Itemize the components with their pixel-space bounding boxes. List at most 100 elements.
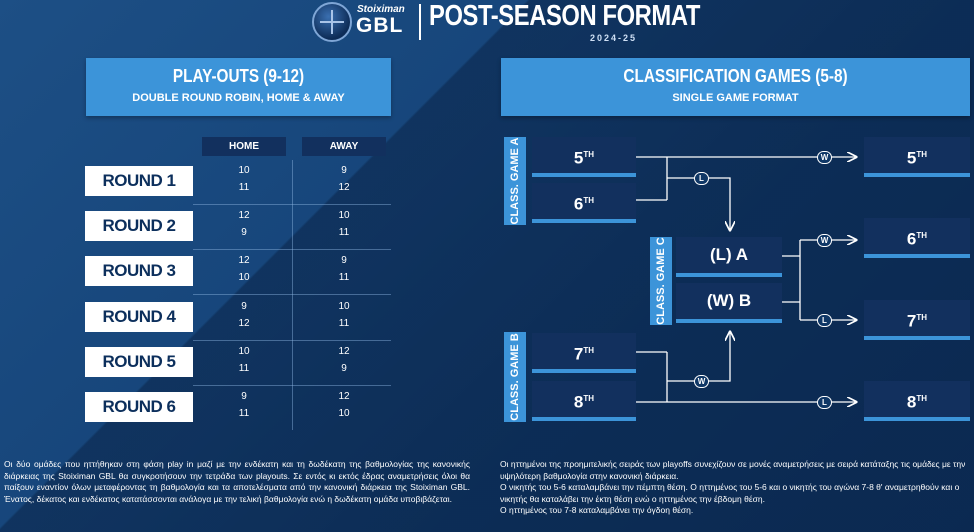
loss-tag: L — [817, 314, 832, 327]
round-label: ROUND 1 — [85, 166, 193, 196]
round-label: ROUND 6 — [85, 392, 193, 422]
home-team-value: 12 — [238, 210, 250, 221]
game-b-team-2: 8TH — [532, 381, 636, 421]
game-a-team-2: 6TH — [532, 183, 636, 223]
round-row: ROUND 3 12 10 9 11 — [85, 252, 391, 295]
result-8th-number: 8 — [906, 392, 917, 412]
round-label: ROUND 2 — [85, 211, 193, 241]
round-row: ROUND 4 9 12 10 11 — [85, 298, 391, 341]
game-a-team-1-number: 5 — [573, 148, 584, 168]
away-team-value: 10 — [338, 301, 350, 312]
page-title: POST-SEASON FORMAT — [429, 0, 700, 32]
playouts-description: Οι δύο ομάδες που ηττήθηκαν στη φάση pla… — [4, 459, 470, 504]
win-tag: W — [817, 151, 832, 164]
row-divider — [193, 204, 391, 205]
classification-subtitle: SINGLE GAME FORMAT — [672, 92, 799, 104]
game-c-team-2: (W) B — [676, 283, 782, 323]
row-divider — [193, 385, 391, 386]
away-team-value: 10 — [338, 408, 350, 419]
round-label: ROUND 5 — [85, 347, 193, 377]
result-5th: 5TH — [864, 137, 970, 177]
win-tag: W — [694, 375, 709, 388]
away-team-value: 11 — [338, 318, 350, 329]
round-row: ROUND 5 10 11 12 9 — [85, 343, 391, 386]
playouts-title: PLAY-OUTS (9-12) — [172, 66, 305, 86]
result-8th-ordinal: TH — [916, 394, 928, 403]
away-team-value: 11 — [338, 227, 350, 238]
game-a-tag: CLASS. GAME A — [504, 137, 526, 225]
home-team-value: 10 — [238, 165, 250, 176]
playouts-header: PLAY-OUTS (9-12) DOUBLE ROUND ROBIN, HOM… — [86, 58, 391, 116]
home-team-value: 9 — [241, 391, 247, 402]
game-b-team-2-ordinal: TH — [583, 394, 595, 403]
away-team-value: 9 — [341, 255, 347, 266]
loss-tag: L — [694, 172, 709, 185]
loss-tag: L — [817, 396, 832, 409]
game-a-team-2-ordinal: TH — [583, 196, 595, 205]
logo-brand: GBL — [356, 14, 404, 37]
game-a-team-1-ordinal: TH — [583, 150, 595, 159]
away-team-value: 10 — [338, 210, 350, 221]
game-b-tag: CLASS. GAME B — [504, 332, 526, 422]
round-label: ROUND 4 — [85, 302, 193, 332]
round-row: ROUND 1 10 11 9 12 — [85, 162, 391, 205]
classification-description-2: Ο νικητής του 5-6 καταλαμβάνει την πέμπτ… — [500, 482, 960, 504]
logo-sponsor: Stoiximan — [357, 4, 405, 15]
row-divider — [193, 294, 391, 295]
game-c-team-1: (L) A — [676, 237, 782, 277]
classification-description-3: Ο ηττημένος του 7-8 καταλαμβάνει την όγδ… — [500, 505, 694, 515]
game-a-team-2-number: 6 — [573, 194, 584, 214]
home-team-value: 9 — [241, 227, 247, 238]
game-b-team-2-number: 8 — [573, 392, 584, 412]
home-team-value: 10 — [238, 272, 250, 283]
away-team-value: 9 — [341, 363, 347, 374]
classification-title: CLASSIFICATION GAMES (5-8) — [623, 66, 848, 86]
playouts-subtitle: DOUBLE ROUND ROBIN, HOME & AWAY — [132, 92, 345, 104]
game-b-team-1-ordinal: TH — [583, 346, 595, 355]
round-row: ROUND 6 9 11 12 10 — [85, 388, 391, 428]
result-7th: 7TH — [864, 300, 970, 340]
result-7th-ordinal: TH — [916, 313, 928, 322]
game-c-label: CLASS. GAME C — [655, 237, 667, 325]
game-b-team-1-number: 7 — [573, 344, 584, 364]
round-row: ROUND 2 12 9 10 11 — [85, 207, 391, 250]
result-8th: 8TH — [864, 381, 970, 421]
away-team-value: 11 — [338, 272, 350, 283]
classification-header: CLASSIFICATION GAMES (5-8) SINGLE GAME F… — [501, 58, 970, 116]
home-team-value: 11 — [238, 363, 250, 374]
away-team-value: 12 — [338, 391, 350, 402]
game-a-label: CLASS. GAME A — [509, 137, 521, 225]
result-5th-ordinal: TH — [916, 150, 928, 159]
home-team-value: 9 — [241, 301, 247, 312]
home-column-header: HOME — [202, 137, 286, 156]
result-6th-number: 6 — [906, 229, 917, 249]
away-team-value: 12 — [338, 346, 350, 357]
home-team-value: 11 — [238, 182, 250, 193]
away-team-value: 12 — [338, 182, 350, 193]
basketball-logo-icon — [312, 2, 352, 42]
game-b-label: CLASS. GAME B — [509, 333, 521, 421]
season-label: 2024-25 — [590, 33, 638, 43]
away-team-value: 9 — [341, 165, 347, 176]
round-label: ROUND 3 — [85, 256, 193, 286]
row-divider — [193, 249, 391, 250]
home-team-value: 11 — [238, 408, 250, 419]
home-team-value: 12 — [238, 255, 250, 266]
row-divider — [193, 340, 391, 341]
header: Stoiximan GBL POST-SEASON FORMAT 2024-25 — [0, 0, 974, 48]
home-team-value: 10 — [238, 346, 250, 357]
win-tag: W — [817, 234, 832, 247]
classification-description-1: Οι ηττημένοι της προημιτελικής σειράς τω… — [500, 459, 966, 481]
home-team-value: 12 — [238, 318, 250, 329]
game-b-team-1: 7TH — [532, 333, 636, 373]
column-divider — [292, 160, 293, 430]
classification-description: Οι ηττημένοι της προημιτελικής σειράς τω… — [500, 459, 970, 517]
result-6th: 6TH — [864, 218, 970, 258]
away-column-header: AWAY — [302, 137, 386, 156]
game-c-tag: CLASS. GAME C — [650, 237, 672, 325]
result-5th-number: 5 — [906, 148, 917, 168]
result-7th-number: 7 — [906, 311, 917, 331]
result-6th-ordinal: TH — [916, 231, 928, 240]
header-divider — [419, 4, 421, 40]
game-a-team-1: 5TH — [532, 137, 636, 177]
